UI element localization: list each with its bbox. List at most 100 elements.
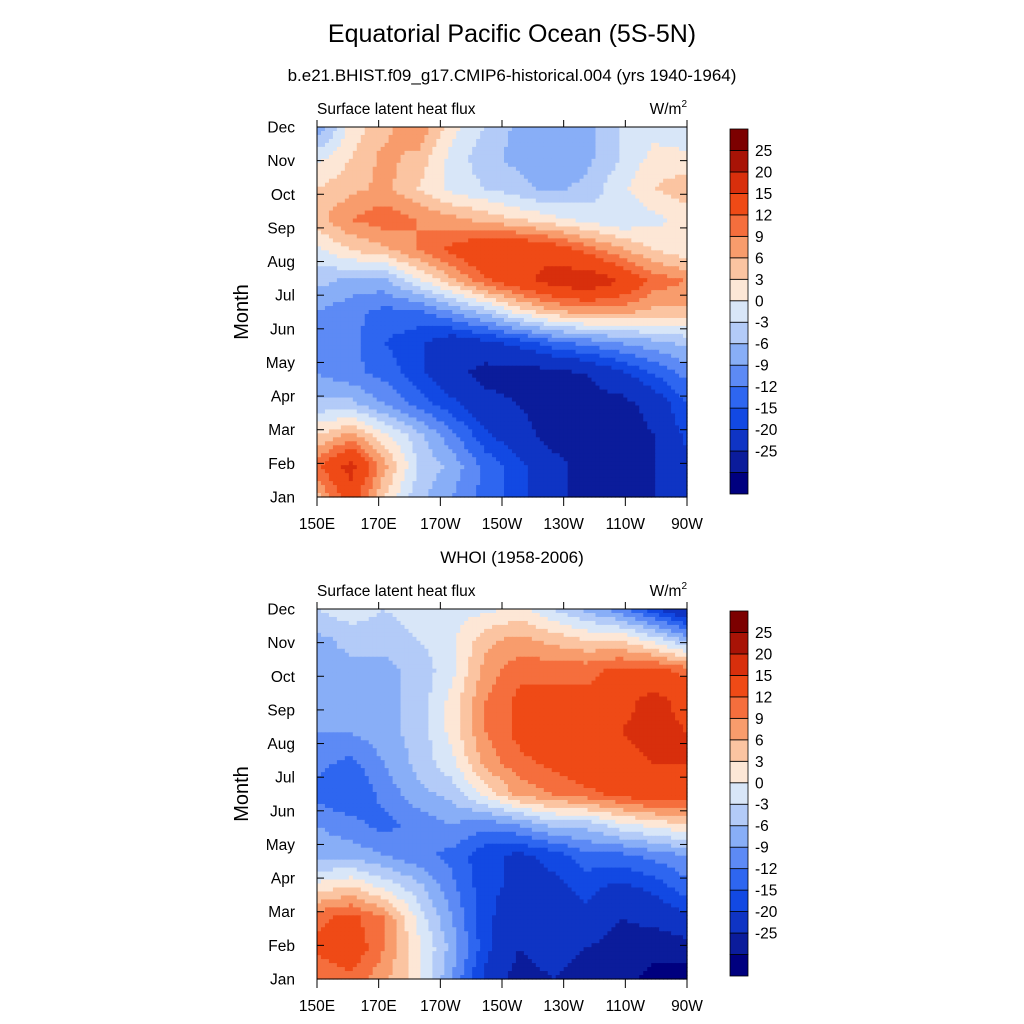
heatmap-cell	[519, 329, 525, 335]
heatmap-cell	[460, 298, 465, 303]
heatmap-cell	[328, 127, 334, 132]
heatmap-cell	[631, 202, 636, 208]
heatmap-cell	[328, 130, 334, 136]
heatmap-cell	[511, 321, 517, 327]
heatmap-cell	[384, 313, 390, 319]
heatmap-cell	[492, 142, 497, 148]
heatmap-cell	[400, 337, 406, 343]
heatmap-cell	[535, 178, 541, 184]
heatmap-cell	[535, 174, 541, 180]
heatmap-cell	[563, 294, 569, 299]
heatmap-cell	[523, 130, 529, 136]
heatmap-cell	[615, 127, 620, 132]
heatmap-cell	[464, 130, 469, 136]
heatmap-cell	[396, 218, 402, 224]
heatmap-cell	[452, 150, 457, 156]
heatmap-cell	[352, 210, 358, 216]
heatmap-cell	[440, 214, 445, 220]
heatmap-cell	[416, 238, 422, 243]
heatmap-cell	[464, 166, 469, 172]
heatmap-cell	[571, 130, 577, 136]
heatmap-cell	[623, 134, 628, 140]
heatmap-cell	[651, 266, 656, 271]
heatmap-cell	[551, 238, 557, 243]
heatmap-cell	[631, 134, 636, 140]
heatmap-cell	[627, 127, 632, 132]
heatmap-cell	[607, 226, 613, 232]
heatmap-cell	[484, 282, 489, 287]
heatmap-cell	[364, 134, 370, 140]
heatmap-cell	[468, 190, 473, 196]
heatmap-cell	[436, 298, 441, 303]
heatmap-cell	[488, 174, 493, 180]
heatmap-cell	[595, 317, 601, 323]
heatmap-cell	[567, 329, 573, 335]
heatmap-cell	[635, 186, 640, 192]
heatmap-cell	[523, 214, 529, 220]
heatmap-cell	[352, 158, 358, 164]
heatmap-cell	[400, 166, 406, 172]
heatmap-cell	[492, 170, 497, 176]
heatmap-cell	[639, 321, 644, 327]
heatmap-cell	[579, 238, 585, 243]
heatmap-cell	[412, 258, 418, 263]
heatmap-cell	[663, 174, 668, 180]
heatmap-cell	[496, 170, 501, 176]
heatmap-cell	[476, 278, 481, 283]
heatmap-cell	[420, 278, 426, 283]
heatmap-cell	[659, 190, 664, 196]
heatmap-cell	[392, 190, 398, 196]
heatmap-cell	[324, 150, 330, 156]
heatmap-cell	[555, 134, 561, 140]
heatmap-cell	[464, 134, 469, 140]
heatmap-cell	[340, 214, 346, 220]
heatmap-cell	[675, 317, 680, 323]
heatmap-cell	[496, 254, 501, 259]
heatmap-cell	[563, 302, 569, 307]
heatmap-cell	[360, 234, 366, 239]
heatmap-cell	[515, 226, 521, 232]
heatmap-cell	[599, 154, 605, 160]
heatmap-cell	[484, 134, 489, 140]
heatmap-cell	[480, 317, 485, 323]
heatmap-cell	[579, 158, 585, 164]
heatmap-cell	[591, 170, 597, 176]
heatmap-cell	[336, 234, 342, 239]
heatmap-cell	[671, 238, 676, 243]
heatmap-cell	[607, 138, 613, 144]
heatmap-cell	[380, 246, 386, 251]
heatmap-cell	[324, 274, 330, 279]
heatmap-cell	[328, 234, 334, 239]
heatmap-cell	[352, 154, 358, 160]
heatmap-cell	[388, 282, 394, 287]
heatmap-cell	[372, 206, 378, 212]
heatmap-cell	[340, 262, 346, 267]
heatmap-cell	[543, 170, 549, 176]
heatmap-cell	[472, 198, 477, 204]
heatmap-cell	[595, 222, 601, 228]
heatmap-cell	[559, 306, 565, 311]
heatmap-cell	[432, 174, 437, 180]
heatmap-cell	[627, 210, 632, 216]
heatmap-cell	[603, 274, 609, 279]
heatmap-cell	[364, 166, 370, 172]
heatmap-cell	[332, 174, 338, 180]
heatmap-cell	[448, 222, 453, 228]
heatmap-cell	[320, 142, 326, 148]
heatmap-cell	[432, 190, 437, 196]
heatmap-cell	[384, 290, 390, 295]
heatmap-cell	[599, 234, 605, 239]
heatmap-cell	[408, 146, 414, 152]
heatmap-cell	[452, 266, 457, 271]
heatmap-cell	[555, 282, 561, 287]
heatmap-cell	[428, 310, 433, 315]
heatmap-cell	[472, 325, 477, 331]
heatmap-cell	[547, 254, 553, 259]
heatmap-cell	[603, 290, 609, 295]
heatmap-cell	[496, 294, 501, 299]
heatmap-cell	[436, 286, 441, 291]
heatmap-cell	[679, 202, 684, 208]
heatmap-cell	[547, 130, 553, 136]
heatmap-cell	[575, 290, 581, 295]
heatmap-cell	[444, 226, 449, 232]
